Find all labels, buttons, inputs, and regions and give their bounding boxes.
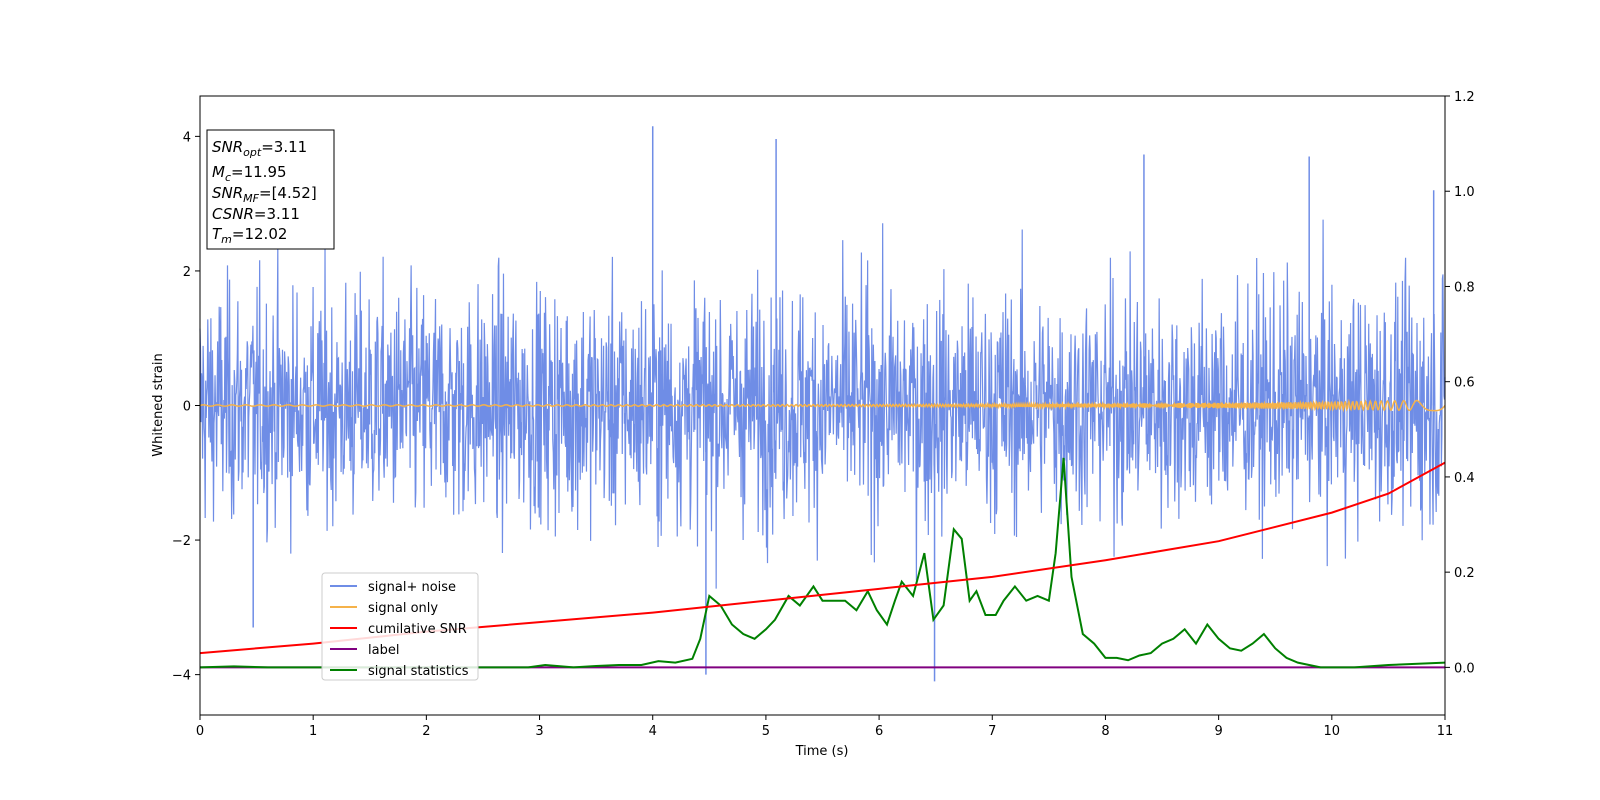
y-right-tick-label: 1.0 xyxy=(1454,185,1475,200)
info-snr-mf: SNRMF=[4.52] xyxy=(212,184,317,205)
info-tm-label: T xyxy=(212,225,223,243)
legend-signal-only-text: signal only xyxy=(368,601,438,616)
x-tick-label: 2 xyxy=(422,724,430,739)
y-right-tick-label: 0.8 xyxy=(1454,280,1475,295)
x-tick-label: 4 xyxy=(649,724,657,739)
info-tm-value: =12.02 xyxy=(232,225,288,243)
info-box-frame xyxy=(206,129,335,250)
info-csnr-label: CSNR xyxy=(212,205,254,223)
y-right-tick-label: 0.4 xyxy=(1454,471,1475,486)
y-left-tick-label: 4 xyxy=(183,130,191,145)
signal-statistics-line xyxy=(199,457,1446,669)
x-tick-label: 10 xyxy=(1324,724,1341,739)
legend: signal+ noise signal only cumilative SNR la… xyxy=(321,572,479,681)
left-y-axis-ticks: 4 2 0 −2 −4 xyxy=(172,130,200,684)
info-mc: Mc=11.95 xyxy=(212,163,287,184)
info-tm: Tm=12.02 xyxy=(212,225,287,246)
y-right-tick-label: 0.6 xyxy=(1454,376,1475,391)
y-right-tick-label: 0.0 xyxy=(1454,661,1475,676)
info-snr-mf-label: SNR xyxy=(212,184,243,202)
info-tm-sub: m xyxy=(221,233,232,246)
info-mc-label: M xyxy=(212,163,225,181)
info-mc-value: =11.95 xyxy=(231,163,287,181)
y-left-tick-label: −4 xyxy=(172,669,191,684)
info-csnr-value: =3.11 xyxy=(254,205,300,223)
info-mc-sub: c xyxy=(225,171,231,184)
y-right-tick-label: 0.2 xyxy=(1454,566,1475,581)
legend-cumulative-snr-text: cumilative SNR xyxy=(368,622,467,637)
x-tick-label: 7 xyxy=(988,724,996,739)
x-tick-label: 11 xyxy=(1437,724,1454,739)
x-axis-label: Time (s) xyxy=(795,744,849,759)
x-tick-label: 1 xyxy=(309,724,317,739)
x-tick-label: 6 xyxy=(875,724,883,739)
y-left-tick-label: −2 xyxy=(172,534,191,549)
info-csnr: CSNR=3.11 xyxy=(212,205,300,223)
legend-items: signal+ noise signal only cumilative SNR la… xyxy=(330,580,469,679)
info-snr-opt-value: =3.11 xyxy=(261,138,307,156)
x-tick-label: 8 xyxy=(1101,724,1109,739)
info-snr-opt-label: SNR xyxy=(212,138,243,156)
legend-signal-statistics-text: signal statistics xyxy=(368,664,469,679)
x-tick-label: 0 xyxy=(196,724,204,739)
signal-only-series-group xyxy=(199,398,1446,413)
info-snr-opt: SNRopt=3.11 xyxy=(212,138,307,159)
info-snr-opt-sub: opt xyxy=(243,146,262,159)
y-left-tick-label: 2 xyxy=(183,265,191,280)
info-snr-mf-sub: MF xyxy=(243,192,259,205)
right-y-axis-ticks: 1.2 1.0 0.8 0.6 0.4 0.2 0.0 xyxy=(1445,90,1475,676)
info-box: SNRopt=3.11 Mc=11.95 SNRMF=[4.52] CSNR=3… xyxy=(206,129,335,250)
y-right-tick-label: 1.2 xyxy=(1454,90,1475,105)
x-tick-label: 3 xyxy=(535,724,543,739)
legend-label-text: label xyxy=(368,643,399,658)
noise-trace xyxy=(199,219,1446,589)
signal-only-line xyxy=(199,398,1446,413)
noise-series-group xyxy=(199,126,1446,682)
legend-signal-noise-text: signal+ noise xyxy=(368,580,456,595)
y-axis-label: Whitened strain xyxy=(151,353,166,456)
y-left-tick-label: 0 xyxy=(183,400,191,415)
legend-frame xyxy=(321,572,479,681)
x-axis-ticks: 0 1 2 3 4 5 6 7 8 9 10 11 xyxy=(196,715,1453,739)
info-snr-mf-value: =[4.52] xyxy=(259,184,317,202)
x-tick-label: 5 xyxy=(762,724,770,739)
x-tick-label: 9 xyxy=(1214,724,1222,739)
